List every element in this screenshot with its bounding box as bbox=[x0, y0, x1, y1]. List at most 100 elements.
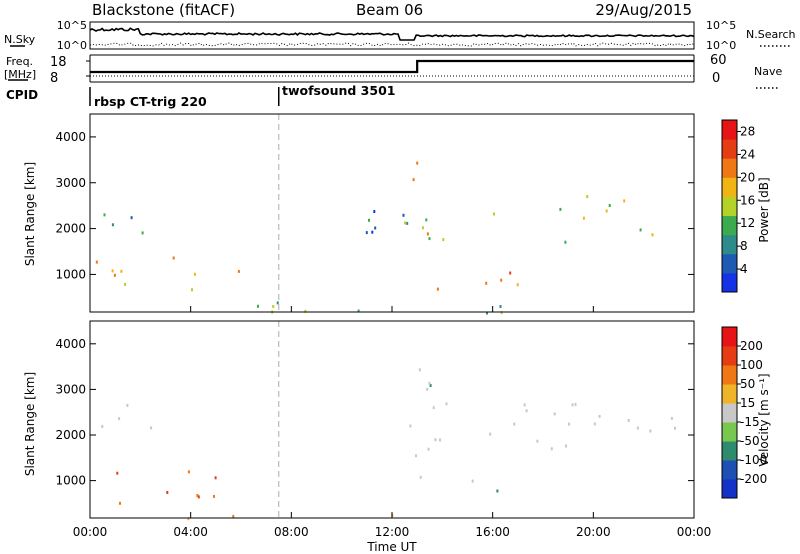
data-cell bbox=[593, 422, 596, 426]
data-cell bbox=[232, 514, 235, 518]
data-cell bbox=[124, 282, 127, 286]
data-cell bbox=[368, 218, 370, 222]
panel-bg bbox=[90, 321, 694, 518]
data-cell bbox=[516, 283, 519, 287]
colorbar-segment bbox=[722, 120, 737, 140]
nave-label: Nave bbox=[754, 65, 782, 78]
nsearch-tick-high: 10^5 bbox=[706, 19, 736, 32]
colorbar-tick-label: -200 bbox=[740, 472, 767, 486]
data-cell bbox=[582, 216, 585, 220]
colorbar-segment bbox=[722, 384, 737, 404]
time-axis-label: Time UT bbox=[366, 540, 417, 554]
cpid-mode-2: twofsound 3501 bbox=[282, 83, 395, 98]
velocity-ylabel: Slant Range [km] bbox=[23, 372, 37, 476]
x-tick-label: 16:00 bbox=[475, 525, 510, 539]
data-cell bbox=[598, 414, 601, 418]
data-cell bbox=[428, 381, 431, 385]
data-cell bbox=[374, 226, 377, 230]
data-cell bbox=[496, 489, 499, 493]
freq-tick-high: 18 bbox=[50, 55, 67, 70]
data-cell bbox=[371, 230, 374, 234]
y-tick-label: 2000 bbox=[55, 222, 86, 236]
colorbar-tick-label: -50 bbox=[740, 434, 760, 448]
colorbar-tick-label: 24 bbox=[740, 147, 755, 161]
colorbar-segment bbox=[722, 272, 737, 293]
data-cell bbox=[439, 438, 441, 442]
colorbar-segment bbox=[722, 403, 737, 423]
freq-step-line bbox=[90, 59, 694, 74]
data-cell bbox=[357, 309, 360, 313]
beam-title: Beam 06 bbox=[356, 1, 423, 19]
colorbar-segment bbox=[722, 253, 737, 274]
data-cell bbox=[150, 426, 153, 430]
data-cell bbox=[272, 305, 275, 308]
data-cell bbox=[499, 305, 502, 308]
nsky-label: N.Sky bbox=[4, 33, 36, 46]
data-cell bbox=[426, 232, 429, 236]
nsky-tick-high: 10^5 bbox=[57, 19, 87, 32]
data-cell bbox=[118, 417, 121, 421]
colorbar-segment bbox=[722, 422, 737, 442]
data-cell bbox=[429, 384, 432, 387]
data-cell bbox=[427, 447, 430, 451]
freq-tick-low: 8 bbox=[50, 71, 58, 86]
x-tick-label: 00:00 bbox=[73, 525, 108, 539]
colorbar-frame bbox=[721, 326, 738, 499]
data-cell bbox=[419, 475, 422, 479]
data-cell bbox=[111, 223, 114, 227]
data-cell bbox=[623, 199, 626, 203]
data-cell bbox=[213, 494, 215, 498]
power-colorbar-label: Power [dB] bbox=[757, 177, 771, 242]
colorbar-segment bbox=[722, 327, 737, 347]
data-cell bbox=[191, 288, 193, 292]
data-cell bbox=[586, 195, 589, 199]
data-cell bbox=[193, 272, 196, 276]
data-cell bbox=[409, 424, 412, 428]
data-cell bbox=[257, 304, 259, 308]
x-tick-label: 00:00 bbox=[677, 525, 712, 539]
x-tick-label: 12:00 bbox=[375, 525, 410, 539]
nsky-tick-low: 10^0 bbox=[57, 39, 87, 52]
nsky-frame bbox=[89, 21, 695, 50]
data-cell bbox=[130, 216, 133, 220]
data-cell bbox=[415, 454, 417, 458]
colorbar-segment bbox=[722, 460, 737, 480]
data-cell bbox=[421, 226, 424, 230]
nave-tick-high: 60 bbox=[710, 53, 727, 68]
colorbar-segment bbox=[722, 234, 737, 255]
colorbar-segment bbox=[722, 177, 737, 197]
data-cell bbox=[237, 269, 240, 273]
data-cell bbox=[525, 409, 528, 413]
data-cell bbox=[101, 425, 104, 428]
cpid-mode-1: rbsp CT-trig 220 bbox=[94, 94, 207, 109]
data-cell bbox=[627, 419, 630, 422]
data-cell bbox=[636, 426, 639, 430]
x-tick-label: 04:00 bbox=[173, 525, 208, 539]
data-cell bbox=[187, 517, 190, 521]
data-cell bbox=[571, 403, 574, 407]
data-cell bbox=[432, 406, 435, 410]
colorbar-segment bbox=[722, 365, 737, 385]
x-tick-label: 20:00 bbox=[576, 525, 611, 539]
panel-bg bbox=[90, 114, 694, 312]
data-cell bbox=[559, 207, 562, 211]
freq-label-1: Freq. bbox=[6, 55, 33, 68]
nsky-line bbox=[89, 27, 695, 41]
y-tick-label: 2000 bbox=[55, 428, 86, 442]
data-cell bbox=[674, 426, 676, 430]
data-cell bbox=[568, 422, 571, 426]
data-cell bbox=[119, 501, 121, 505]
data-cell bbox=[513, 422, 516, 426]
data-cell bbox=[486, 311, 488, 315]
y-tick-label: 1000 bbox=[55, 267, 86, 281]
colorbar-tick-label: 4 bbox=[740, 262, 748, 276]
nsearch-label: N.Search bbox=[746, 28, 796, 41]
data-cell bbox=[445, 402, 448, 406]
data-cell bbox=[608, 204, 611, 207]
x-tick-label: 08:00 bbox=[274, 525, 309, 539]
velocity-colorbar-label: Velocity [m s⁻¹] bbox=[757, 373, 771, 466]
data-cell bbox=[565, 444, 567, 448]
nsearch-tick-low: 10^0 bbox=[706, 39, 736, 52]
data-cell bbox=[489, 432, 492, 436]
